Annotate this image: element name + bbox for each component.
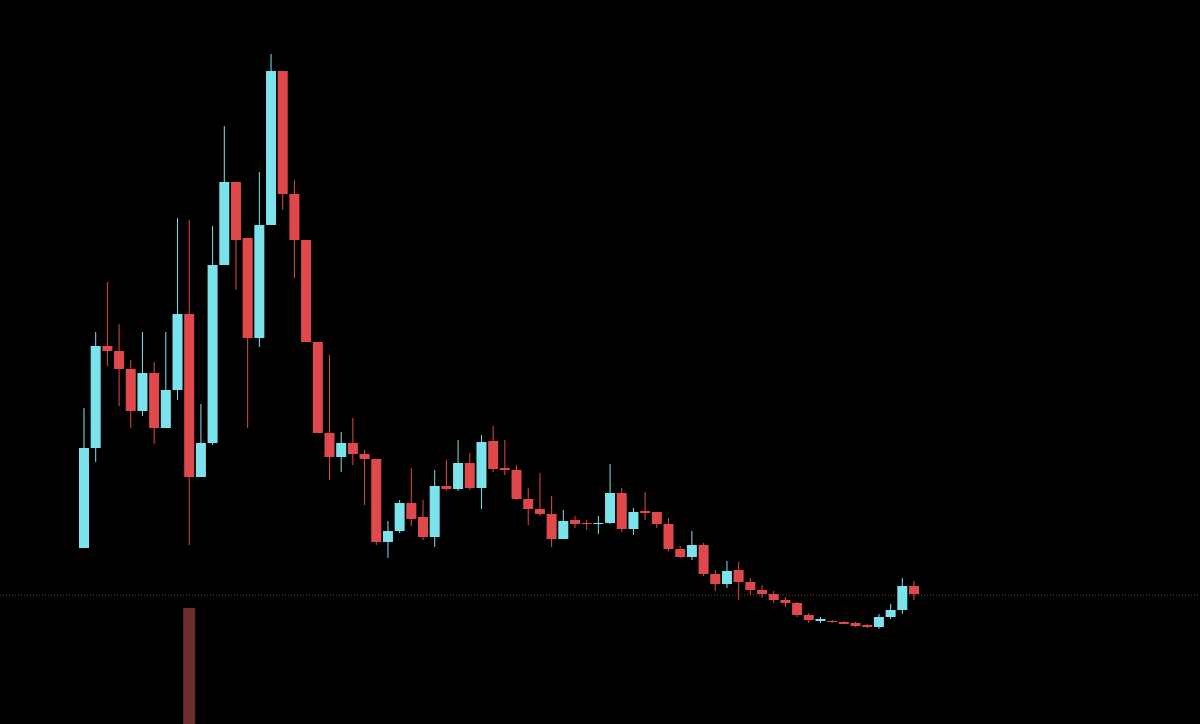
candle-body (909, 586, 919, 594)
candle-body (499, 468, 510, 470)
candle-body (605, 493, 616, 523)
candle-body (312, 342, 323, 433)
candle-body (862, 625, 873, 627)
candle-body (429, 486, 440, 537)
candle-body (488, 441, 499, 469)
candle-body (803, 615, 814, 620)
candle-body (651, 512, 662, 524)
candle-body (453, 463, 464, 489)
candle-body (616, 493, 627, 529)
candle-body (336, 443, 347, 457)
candle-body (172, 314, 183, 390)
candle-body (663, 524, 674, 549)
candle-body (230, 182, 241, 240)
candle-body (125, 369, 136, 411)
candle-body (757, 590, 768, 594)
candle-body (184, 314, 195, 477)
candle-body (698, 545, 709, 574)
candle-body (628, 512, 639, 529)
candle-body (546, 514, 557, 539)
candle-body (394, 503, 405, 531)
candle-body (90, 346, 101, 448)
candle-body (359, 454, 370, 459)
candle-body (242, 238, 253, 338)
candle-body (827, 621, 838, 622)
candle-body (581, 523, 592, 524)
candle-body (523, 499, 534, 509)
candle-body (686, 545, 697, 557)
candle-body (102, 346, 113, 351)
candle-body (347, 443, 358, 454)
candle-body (266, 71, 277, 225)
candle-body (558, 521, 569, 539)
candle-body (850, 623, 861, 626)
candle-body (593, 523, 604, 524)
candle-body (207, 265, 218, 443)
candle-body (745, 582, 756, 590)
candle-body (768, 594, 779, 600)
candle-body (441, 486, 452, 489)
candle-body (382, 531, 393, 542)
candle-body (721, 571, 732, 584)
candle-body (137, 373, 148, 411)
candle-body (418, 517, 429, 537)
candle-body (780, 600, 791, 603)
candle-body (476, 442, 487, 488)
candle-body (371, 459, 382, 542)
candle-body (511, 470, 522, 499)
candle-body (675, 549, 686, 557)
candle-body (254, 225, 265, 338)
candle-body (160, 390, 171, 428)
candle-body (406, 503, 417, 519)
candle-body (149, 373, 160, 428)
candle-body (324, 433, 335, 457)
candle-body (710, 574, 721, 584)
candle-body (277, 71, 288, 194)
candle-body (792, 603, 803, 615)
candle-body (885, 610, 896, 617)
candle-body (838, 622, 849, 624)
candle-body (289, 194, 300, 240)
candle-body (815, 619, 826, 621)
candle-body (733, 570, 744, 582)
candle-body (464, 463, 475, 488)
volume-bar (183, 608, 196, 724)
candle-body (195, 443, 206, 477)
candle-body (640, 511, 651, 513)
candle-body (219, 182, 230, 265)
candle-body (114, 351, 125, 369)
candle-body (569, 520, 580, 524)
candle-body (873, 617, 884, 627)
candle-body (897, 586, 908, 610)
candle-body (79, 448, 89, 548)
candle-body (301, 240, 312, 342)
candle-body (534, 509, 545, 514)
